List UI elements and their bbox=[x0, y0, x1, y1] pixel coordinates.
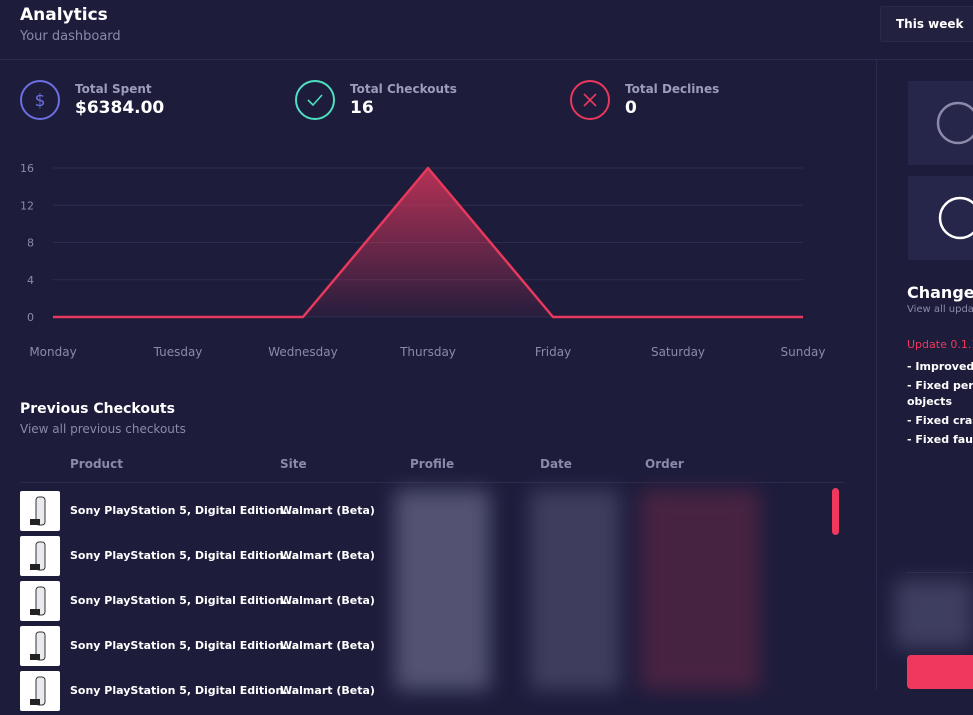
changelog-version: Update 0.1.1 bbox=[907, 338, 973, 351]
action-button[interactable] bbox=[907, 655, 973, 689]
checkouts-icon bbox=[295, 80, 335, 120]
panel-divider bbox=[876, 59, 877, 690]
console-icon bbox=[30, 586, 46, 616]
changelog-subtitle: View all upda bbox=[907, 304, 973, 315]
chart: 0 4 8 12 16 Monday Tuesday Wednesday Thursday Fri… bbox=[20, 162, 826, 359]
checkouts-subtitle: View all previous checkouts bbox=[20, 422, 186, 436]
product-cell: Sony PlayStation 5, Digital Edition... bbox=[70, 549, 296, 562]
stat-card bbox=[908, 81, 973, 165]
console-icon bbox=[30, 541, 46, 571]
site-cell: Walmart (Beta) bbox=[280, 549, 375, 562]
column-header: Date bbox=[540, 457, 572, 471]
stat-value: 16 bbox=[350, 98, 374, 118]
product-cell: Sony PlayStation 5, Digital Edition... bbox=[70, 594, 296, 607]
site-cell: Walmart (Beta) bbox=[280, 594, 375, 607]
stat-value: 0 bbox=[625, 98, 637, 118]
stat-label: Total Checkouts bbox=[350, 82, 457, 96]
x-glyph bbox=[583, 93, 597, 107]
blurred-order bbox=[640, 490, 760, 690]
stat-label: Total Declines bbox=[625, 82, 720, 96]
console-icon bbox=[30, 496, 46, 526]
spinner bbox=[938, 196, 973, 240]
x-tick-label: Sunday bbox=[781, 345, 826, 359]
y-tick-label: 8 bbox=[27, 237, 34, 250]
check-glyph bbox=[307, 94, 323, 107]
scrollbar[interactable] bbox=[832, 488, 839, 535]
y-tick-label: 4 bbox=[27, 274, 34, 287]
x-tick-label: Friday bbox=[535, 345, 571, 359]
range-button-label: This week bbox=[896, 17, 964, 31]
dollar-glyph: $ bbox=[35, 91, 46, 111]
product-cell: Sony PlayStation 5, Digital Edition... bbox=[70, 639, 296, 652]
declines-icon bbox=[570, 80, 610, 120]
area-line bbox=[53, 166, 803, 319]
changelog-item: objects bbox=[907, 395, 952, 408]
blurred-date bbox=[530, 490, 620, 690]
page-title: Analytics bbox=[20, 5, 108, 25]
changelog-item: - Fixed fault bbox=[907, 433, 973, 446]
y-tick-label: 0 bbox=[27, 311, 34, 324]
area-fill bbox=[53, 168, 803, 317]
site-cell: Walmart (Beta) bbox=[280, 684, 375, 697]
changelog-item: - Fixed perfo bbox=[907, 379, 973, 392]
console-icon bbox=[30, 676, 46, 706]
x-tick-label: Tuesday bbox=[153, 345, 203, 359]
site-cell: Walmart (Beta) bbox=[280, 639, 375, 652]
product-thumbnail bbox=[20, 536, 60, 576]
column-header: Product bbox=[70, 457, 123, 471]
column-header: Order bbox=[645, 457, 684, 471]
x-tick-label: Saturday bbox=[651, 345, 705, 359]
column-header: Site bbox=[280, 457, 307, 471]
y-tick-label: 16 bbox=[20, 162, 34, 175]
spent-icon bbox=[20, 80, 60, 120]
panel-divider bbox=[907, 572, 973, 573]
range-button[interactable]: This week bbox=[880, 6, 973, 42]
header-divider bbox=[0, 59, 973, 60]
changelog-title: Changel bbox=[907, 283, 973, 302]
blurred-user bbox=[895, 580, 973, 648]
product-cell: Sony PlayStation 5, Digital Edition... bbox=[70, 684, 296, 697]
x-tick-label: Thursday bbox=[399, 345, 456, 359]
column-header: Profile bbox=[410, 457, 455, 471]
changelog-item: - Fixed crash bbox=[907, 414, 973, 427]
y-tick-label: 12 bbox=[20, 199, 34, 212]
product-thumbnail bbox=[20, 626, 60, 666]
product-thumbnail bbox=[20, 671, 60, 711]
spinner bbox=[936, 101, 973, 145]
stat-label: Total Spent bbox=[75, 82, 152, 96]
table-divider bbox=[20, 482, 845, 483]
x-tick-label: Wednesday bbox=[268, 345, 337, 359]
x-tick-label: Monday bbox=[29, 345, 76, 359]
page-subtitle: Your dashboard bbox=[20, 29, 121, 44]
stat-icons: $ bbox=[20, 80, 610, 120]
stat-card bbox=[908, 176, 973, 260]
product-cell: Sony PlayStation 5, Digital Edition... bbox=[70, 504, 296, 517]
changelog-item: - Improved t bbox=[907, 360, 973, 373]
dashboard: Analytics Your dashboard This week $ 0 4 8… bbox=[0, 5, 973, 711]
site-cell: Walmart (Beta) bbox=[280, 504, 375, 517]
blurred-profile bbox=[395, 490, 490, 690]
checkouts-title: Previous Checkouts bbox=[20, 401, 175, 417]
stat-value: $6384.00 bbox=[75, 98, 165, 118]
console-icon bbox=[30, 631, 46, 661]
product-thumbnail bbox=[20, 581, 60, 621]
product-thumbnail bbox=[20, 491, 60, 531]
